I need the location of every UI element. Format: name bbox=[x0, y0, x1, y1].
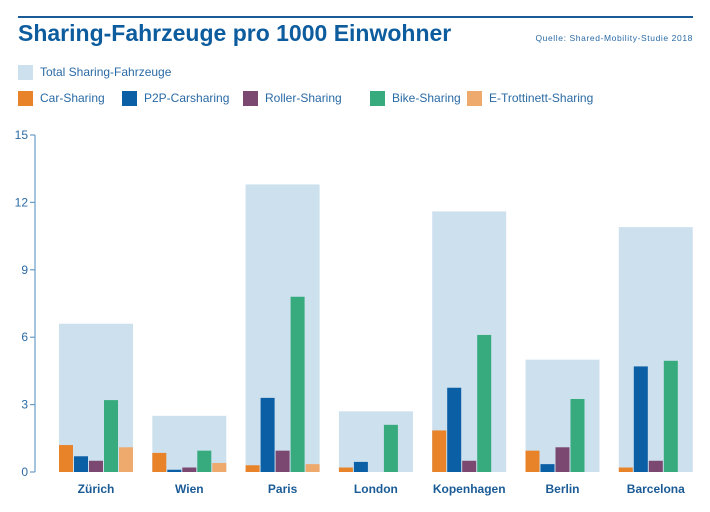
y-tick-label: 15 bbox=[15, 128, 29, 142]
y-tick-label: 3 bbox=[21, 398, 28, 412]
legend-e-trottinett-sharing: E-Trottinett-Sharing bbox=[467, 90, 593, 106]
bar-roller-sharing bbox=[89, 460, 103, 472]
bar-p2p-carsharing bbox=[74, 456, 88, 472]
y-tick-label: 6 bbox=[21, 330, 28, 344]
category-label: Barcelona bbox=[627, 482, 685, 496]
legend-swatch bbox=[243, 90, 258, 106]
bar-car-sharing bbox=[432, 430, 447, 472]
legend-label-total: Total Sharing-Fahrzeuge bbox=[40, 65, 172, 79]
y-tick-label: 12 bbox=[15, 195, 29, 209]
bar-p2p-carsharing bbox=[633, 366, 648, 472]
bar-p2p-carsharing bbox=[167, 469, 182, 472]
bar-bike-sharing bbox=[104, 400, 118, 472]
source-note: Quelle: Shared-Mobility-Studie 2018 bbox=[535, 33, 693, 43]
total-bar bbox=[338, 411, 413, 472]
bar-bike-sharing bbox=[290, 296, 305, 472]
bar-p2p-carsharing bbox=[447, 387, 462, 472]
top-rule bbox=[18, 16, 693, 18]
bar-car-sharing bbox=[618, 467, 633, 472]
legend-roller-sharing: Roller-Sharing bbox=[243, 90, 342, 106]
category-label: Berlin bbox=[545, 482, 579, 496]
bar-e-trottinett-sharing bbox=[305, 464, 320, 472]
legend-label: Car-Sharing bbox=[40, 91, 105, 105]
total-bar bbox=[618, 227, 693, 472]
y-tick-label: 0 bbox=[21, 465, 28, 479]
bar-bike-sharing bbox=[197, 450, 212, 472]
y-tick-label: 9 bbox=[21, 263, 28, 277]
bar-car-sharing bbox=[525, 450, 540, 472]
bar-roller-sharing bbox=[555, 447, 570, 472]
bar-roller-sharing bbox=[648, 460, 663, 472]
legend-label: Bike-Sharing bbox=[392, 91, 461, 105]
bar-p2p-carsharing bbox=[260, 397, 275, 472]
legend-total: Total Sharing-Fahrzeuge bbox=[18, 64, 171, 80]
legend-label: Roller-Sharing bbox=[265, 91, 342, 105]
category-label: Paris bbox=[268, 482, 298, 496]
bar-p2p-carsharing bbox=[353, 461, 368, 472]
category-label: Kopenhagen bbox=[433, 482, 506, 496]
bar-e-trottinett-sharing bbox=[119, 447, 133, 472]
legend-swatch bbox=[467, 90, 482, 106]
category-label: London bbox=[354, 482, 398, 496]
category-label: Wien bbox=[175, 482, 204, 496]
bar-p2p-carsharing bbox=[540, 464, 555, 472]
legend-car-sharing: Car-Sharing bbox=[18, 90, 105, 106]
total-bar bbox=[432, 211, 507, 473]
legend-swatch bbox=[122, 90, 137, 106]
bar-car-sharing bbox=[152, 452, 167, 472]
bar-bike-sharing bbox=[663, 360, 678, 472]
bar-roller-sharing bbox=[182, 467, 197, 472]
bar-car-sharing bbox=[245, 465, 260, 472]
legend-bike-sharing: Bike-Sharing bbox=[370, 90, 461, 106]
legend-swatch bbox=[370, 90, 385, 106]
bar-roller-sharing bbox=[275, 450, 290, 472]
bar-bike-sharing bbox=[477, 334, 492, 472]
legend-swatch bbox=[18, 90, 33, 106]
legend-label: P2P-Carsharing bbox=[144, 91, 230, 105]
bar-e-trottinett-sharing bbox=[212, 463, 227, 472]
total-bar bbox=[245, 184, 320, 472]
bar-car-sharing bbox=[338, 467, 353, 472]
bar-roller-sharing bbox=[462, 460, 477, 472]
bar-car-sharing bbox=[59, 445, 73, 472]
bar-bike-sharing bbox=[570, 398, 585, 472]
legend-p2p-carsharing: P2P-Carsharing bbox=[122, 90, 229, 106]
legend-swatch-total bbox=[18, 64, 33, 80]
bar-bike-sharing bbox=[383, 424, 398, 472]
legend-label: E-Trottinett-Sharing bbox=[489, 91, 594, 105]
chart-title: Sharing-Fahrzeuge pro 1000 Einwohner bbox=[18, 20, 452, 46]
category-label: Zürich bbox=[78, 482, 115, 496]
